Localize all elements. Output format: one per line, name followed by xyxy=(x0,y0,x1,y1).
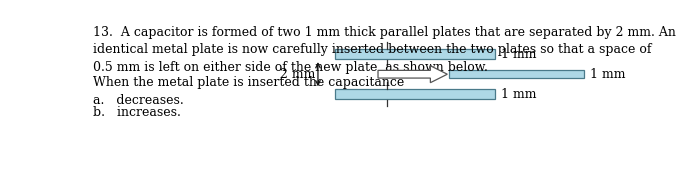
Text: a.   decreases.: a. decreases. xyxy=(93,94,184,107)
Text: 1 mm: 1 mm xyxy=(501,88,537,101)
Text: When the metal plate is inserted the capacitance: When the metal plate is inserted the cap… xyxy=(93,76,404,89)
Text: 2 mm: 2 mm xyxy=(280,68,315,81)
Text: b.   increases.: b. increases. xyxy=(93,106,181,119)
Text: 1 mm: 1 mm xyxy=(501,48,537,61)
Bar xyxy=(335,49,495,59)
Bar xyxy=(335,89,495,99)
FancyArrow shape xyxy=(378,66,447,83)
Text: 1 mm: 1 mm xyxy=(590,68,625,81)
Text: 13.  A capacitor is formed of two 1 mm thick parallel plates that are separated : 13. A capacitor is formed of two 1 mm th… xyxy=(93,26,676,74)
Bar xyxy=(449,70,584,78)
